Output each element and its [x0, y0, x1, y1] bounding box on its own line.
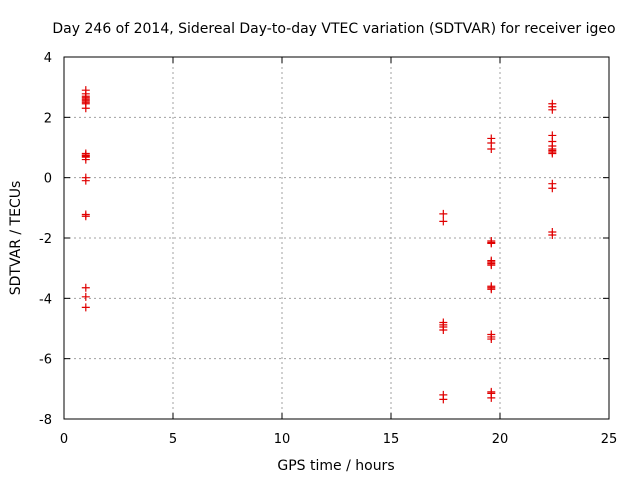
chart-title: Day 246 of 2014, Sidereal Day-to-day VTE… [52, 21, 615, 37]
x-tick-label: 20 [492, 432, 509, 447]
data-point-plus-marker [548, 184, 557, 193]
x-tick-label: 25 [601, 432, 618, 447]
x-tick-labels: 0 5 10 15 20 25 [60, 432, 617, 447]
data-point-plus-marker [548, 149, 557, 158]
y-axis-label: SDTVAR / TECUs [8, 181, 24, 296]
x-tick-label: 0 [60, 432, 68, 447]
y-tick-labels: -8 -6 -4 -2 0 2 4 [39, 51, 52, 428]
data-point-plus-marker [487, 239, 496, 248]
data-point-plus-marker [439, 395, 448, 404]
data-point-plus-marker [487, 285, 496, 294]
y-tick-label: 2 [44, 111, 52, 126]
x-tick-label: 5 [169, 432, 177, 447]
data-point-plus-marker [439, 209, 448, 218]
data-point-plus-marker [81, 212, 90, 221]
y-tick-label: -2 [39, 232, 52, 247]
data-point-plus-marker [487, 393, 496, 402]
grid-lines [64, 57, 609, 419]
y-tick-label: 0 [44, 172, 52, 187]
data-point-plus-marker [81, 176, 90, 185]
data-point-plus-marker [81, 292, 90, 301]
x-tick-label: 10 [274, 432, 291, 447]
data-point-plus-marker [81, 155, 90, 164]
x-tick-label: 15 [383, 432, 400, 447]
data-point-plus-marker [548, 105, 557, 114]
y-tick-label: -6 [39, 353, 52, 368]
data-point-plus-marker [487, 335, 496, 344]
data-points [81, 86, 557, 404]
data-point-plus-marker [81, 104, 90, 113]
y-tick-label: -4 [39, 292, 52, 307]
data-point-plus-marker [548, 230, 557, 239]
data-point-plus-marker [439, 217, 448, 226]
data-point-plus-marker [81, 303, 90, 312]
axis-ticks [63, 56, 610, 420]
data-point-plus-marker [487, 145, 496, 154]
y-tick-label: 4 [44, 51, 52, 66]
y-tick-label: -8 [39, 413, 52, 428]
data-point-plus-marker [487, 261, 496, 270]
x-axis-label: GPS time / hours [277, 458, 394, 474]
data-point-plus-marker [439, 326, 448, 335]
data-point-plus-marker [81, 283, 90, 292]
